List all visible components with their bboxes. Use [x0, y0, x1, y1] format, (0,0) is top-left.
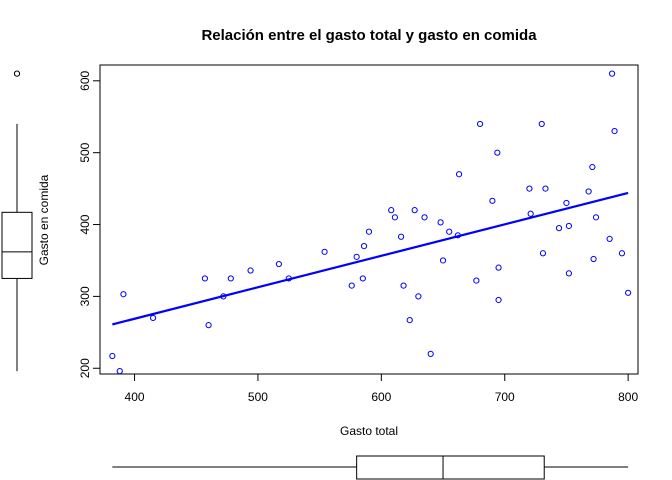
y-axis-label: Gasto en comida: [37, 174, 51, 265]
data-point: [109, 352, 116, 360]
x-tick-label: 500: [248, 390, 268, 404]
data-point: [400, 282, 407, 289]
data-point: [495, 264, 502, 271]
y-tick-label: 600: [78, 70, 92, 90]
y-tick-label: 500: [78, 142, 92, 162]
x-tick-label: 400: [125, 390, 145, 404]
data-point: [427, 350, 434, 357]
y-axis: 200 300 400 500 600: [78, 70, 101, 378]
data-point: [421, 214, 428, 221]
data-point: [592, 214, 600, 221]
data-point: [388, 207, 395, 214]
data-point: [201, 275, 208, 282]
x-axis: 400 500 600 700 800: [125, 373, 638, 404]
data-point: [391, 214, 399, 221]
data-point: [406, 317, 413, 324]
data-point: [437, 219, 444, 226]
data-point: [539, 250, 547, 257]
data-point: [494, 149, 501, 156]
data-point: [321, 248, 328, 255]
y-boxplot-outlier: [13, 70, 21, 77]
data-point: [285, 275, 292, 282]
data-point: [625, 289, 632, 296]
data-point: [608, 70, 616, 77]
x-tick-label: 600: [371, 390, 391, 404]
data-point: [526, 185, 533, 192]
x-tick-label: 800: [618, 390, 638, 404]
x-boxplot-box: [356, 455, 545, 480]
data-point: [555, 225, 563, 232]
data-point: [455, 171, 463, 178]
data-point: [542, 185, 549, 192]
data-point: [439, 257, 447, 264]
y-tick-label: 200: [78, 358, 92, 378]
data-point: [538, 120, 545, 128]
y-boxplot: [1, 70, 33, 372]
data-point: [495, 296, 502, 304]
chart-title: Relación entre el gasto total y gasto en…: [201, 27, 537, 44]
data-point: [415, 293, 422, 300]
plot-area-frame: [99, 64, 639, 375]
data-point: [247, 267, 254, 274]
data-point: [275, 260, 283, 268]
data-points: [109, 70, 632, 375]
data-point: [397, 233, 405, 240]
data-point: [589, 163, 596, 171]
data-point: [446, 228, 453, 235]
data-point: [120, 291, 127, 298]
data-point: [348, 282, 355, 289]
data-point: [476, 120, 484, 128]
data-point: [365, 228, 373, 235]
data-point: [473, 277, 480, 284]
data-point: [489, 197, 496, 204]
data-point: [527, 210, 534, 217]
data-point: [205, 322, 212, 329]
x-boxplot: [112, 455, 629, 480]
x-tick-label: 700: [495, 390, 515, 404]
data-point: [606, 235, 613, 243]
data-point: [360, 242, 368, 250]
x-axis-label: Gasto total: [340, 424, 398, 438]
y-tick-label: 300: [78, 286, 92, 306]
data-point: [359, 275, 366, 282]
data-point: [611, 128, 618, 135]
data-point: [227, 275, 234, 282]
data-point: [411, 207, 418, 214]
data-point: [565, 222, 572, 230]
y-tick-label: 400: [78, 214, 92, 234]
data-point: [116, 368, 123, 375]
data-point: [585, 188, 592, 195]
data-point: [220, 293, 227, 300]
data-point: [149, 314, 157, 322]
regression-line-group: [112, 191, 629, 326]
data-point: [565, 270, 572, 277]
data-point: [618, 250, 626, 257]
data-point: [563, 199, 570, 207]
data-point: [353, 253, 360, 260]
regression-line: [112, 191, 629, 326]
y-boxplot-box: [1, 211, 33, 279]
data-point: [590, 255, 597, 263]
data-point: [454, 232, 461, 239]
